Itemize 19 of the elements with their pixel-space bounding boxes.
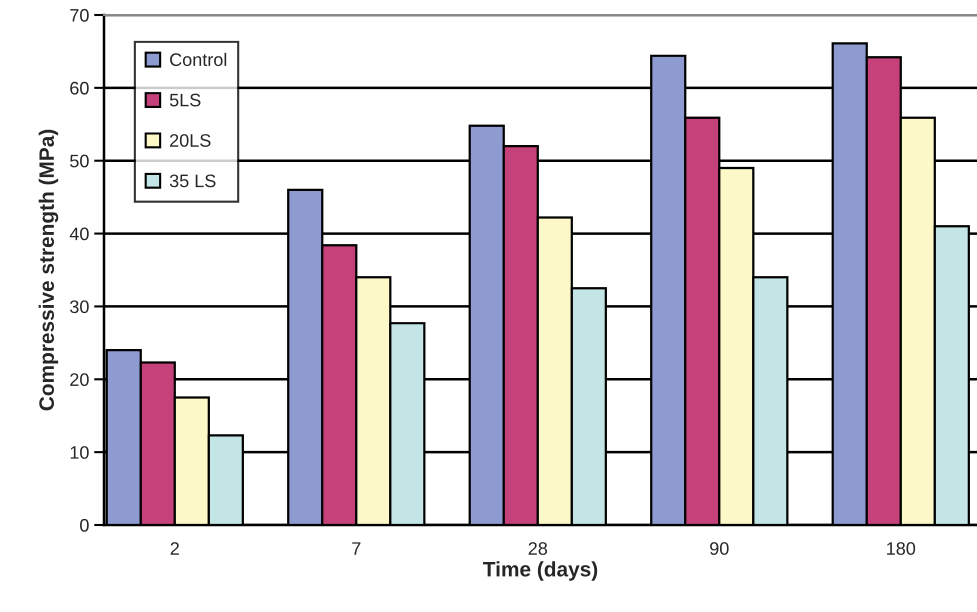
x-tick-label: 7 — [352, 542, 360, 555]
x-axis-title: Time (days) — [483, 561, 598, 581]
x-tick-label: 28 — [528, 542, 548, 555]
y-tick-label: 60 — [70, 82, 89, 95]
y-tick-label: 20 — [70, 373, 89, 386]
x-tick-label: 2 — [170, 542, 179, 555]
y-tick-label: 10 — [70, 446, 89, 459]
legend-label: 20LS — [170, 134, 210, 147]
y-tick-label: 70 — [70, 8, 89, 22]
legend-label: Control — [170, 52, 226, 66]
legend-label: 5LS — [170, 94, 200, 106]
y-tick-label: 40 — [70, 228, 89, 240]
y-axis-title: Compressive strength (MPa) — [38, 130, 58, 410]
x-tick-label: 180 — [887, 542, 916, 555]
y-tick-label: 0 — [80, 518, 89, 532]
x-tick-label: 90 — [710, 542, 729, 555]
y-tick-label: 30 — [70, 300, 89, 314]
legend-label: 35 LS — [170, 174, 216, 188]
y-tick-label: 50 — [70, 154, 89, 168]
